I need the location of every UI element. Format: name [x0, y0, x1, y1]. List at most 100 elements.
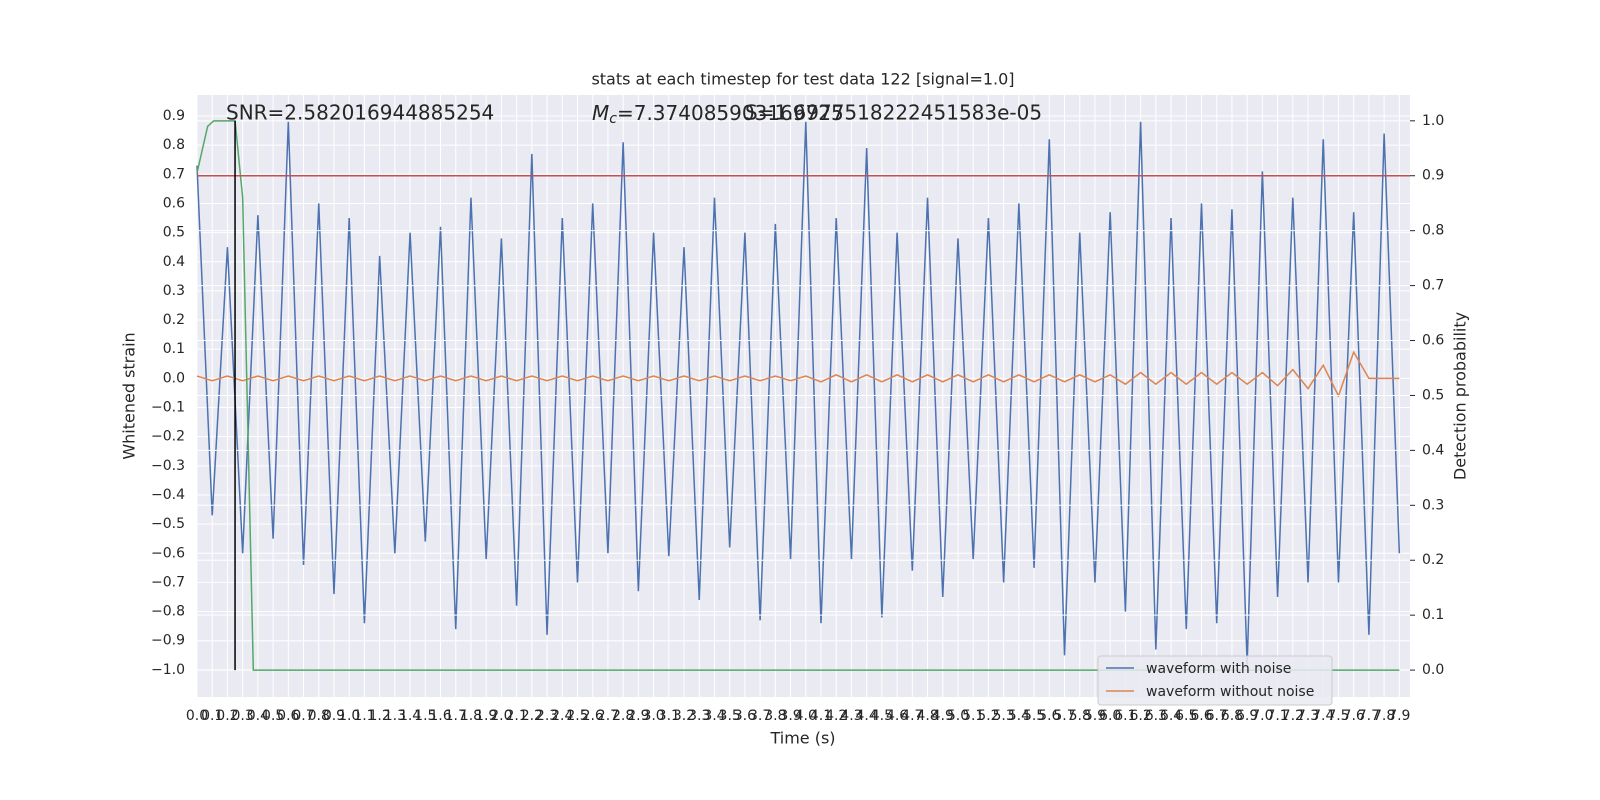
x-tick-label: 2.6: [582, 708, 604, 724]
x-tick-label: 3.1: [658, 708, 680, 724]
y-tick-label: −1.0: [151, 662, 185, 678]
x-tick-label: 0.8: [308, 708, 330, 724]
x-tick-label: 7.2: [1282, 708, 1304, 724]
x-tick-label: 4.0: [795, 708, 817, 724]
x-tick-label: 0.6: [277, 708, 299, 724]
x-tick-label: 2.9: [627, 708, 649, 724]
x-tick-label: 5.4: [1008, 708, 1030, 724]
x-tick-label: 1.1: [353, 708, 375, 724]
mc-symbol: M: [592, 101, 609, 125]
legend-label: waveform without noise: [1146, 684, 1314, 700]
x-tick-label: 2.5: [566, 708, 588, 724]
y2-tick-label: 0.0: [1422, 662, 1444, 678]
y2-tick-label: 0.6: [1422, 333, 1444, 349]
x-tick-label: 3.0: [642, 708, 664, 724]
x-tick-label: 3.9: [779, 708, 801, 724]
legend: waveform with noise waveform without noi…: [1097, 655, 1333, 706]
x-tick-label: 3.6: [734, 708, 756, 724]
x-tick-label: 7.7: [1358, 708, 1380, 724]
snr-annotation: SNR=2.582016944885254: [226, 101, 494, 125]
y-tick-label: 0.6: [163, 195, 185, 211]
legend-box: [1097, 655, 1333, 706]
y2-tick-label: 0.8: [1422, 223, 1444, 239]
x-tick-label: 0.7: [292, 708, 314, 724]
y-tick-label: 0.3: [163, 283, 185, 299]
x-tick-label: 0.9: [323, 708, 345, 724]
series-line: [196, 350, 1400, 398]
y2-tick-label: 1.0: [1422, 113, 1444, 129]
x-tick-label: 7.5: [1327, 708, 1349, 724]
x-tick-label: 1.8: [460, 708, 482, 724]
x-tick-label: 1.5: [414, 708, 436, 724]
y-tick-label: −0.8: [151, 604, 185, 620]
x-tick-label: 1.7: [445, 708, 467, 724]
x-tick-label: 0.2: [216, 708, 238, 724]
y2-tick-label: 0.4: [1422, 442, 1444, 458]
y2-tick-label: 0.9: [1422, 168, 1444, 184]
x-tick-label: 1.2: [369, 708, 391, 724]
x-tick-label: 1.3: [384, 708, 406, 724]
x-tick-label: 3.8: [764, 708, 786, 724]
x-tick-label: 5.3: [993, 708, 1015, 724]
y2-tick-label: 0.3: [1422, 497, 1444, 513]
y-tick-label: −0.6: [151, 545, 185, 561]
x-tick-label: 4.9: [932, 708, 954, 724]
x-tick-label: 7.6: [1343, 708, 1365, 724]
x-tick-label: 5.2: [977, 708, 999, 724]
x-tick-label: 0.1: [201, 708, 223, 724]
x-tick-label: 4.4: [856, 708, 878, 724]
y2-tick-label: 0.5: [1422, 387, 1444, 403]
y-tick-label: 0.2: [163, 312, 185, 328]
y-tick-label: 0.8: [163, 137, 185, 153]
x-tick-label: 0.0: [186, 708, 208, 724]
x-tick-label: 1.9: [475, 708, 497, 724]
x-tick-label: 7.4: [1312, 708, 1334, 724]
x-tick-label: 3.4: [703, 708, 725, 724]
x-axis-label: Time (s): [769, 729, 835, 748]
y2-tick-label: 0.2: [1422, 552, 1444, 568]
y-tick-label: −0.2: [151, 429, 185, 445]
x-tick-label: 6.3: [1145, 708, 1167, 724]
mc-value: =7.374085903169725: [617, 101, 844, 125]
x-tick-label: 3.7: [749, 708, 771, 724]
y-tick-label: 0.4: [163, 254, 185, 270]
x-tick-label: 7.0: [1251, 708, 1273, 724]
x-tick-label: 5.7: [1053, 708, 1075, 724]
y2-axis-label: Detection probability: [1451, 312, 1470, 480]
x-tick-label: 7.1: [1266, 708, 1288, 724]
x-tick-label: 2.3: [536, 708, 558, 724]
y-tick-label: 0.5: [163, 225, 185, 241]
x-tick-label: 2.7: [597, 708, 619, 724]
y-tick-label: −0.3: [151, 458, 185, 474]
y2-tick-label: 0.1: [1422, 607, 1444, 623]
x-tick-label: 1.4: [399, 708, 421, 724]
x-tick-label: 7.8: [1373, 708, 1395, 724]
y-tick-label: −0.9: [151, 633, 185, 649]
x-tick-label: 7.9: [1388, 708, 1410, 724]
legend-label: waveform with noise: [1146, 661, 1291, 677]
x-tick-label: 4.1: [810, 708, 832, 724]
x-tick-label: 2.1: [505, 708, 527, 724]
x-tick-label: 7.3: [1297, 708, 1319, 724]
x-tick-label: 2.8: [612, 708, 634, 724]
mc-annotation: Mc=7.374085903169725: [592, 101, 844, 128]
x-tick-label: 5.9: [1084, 708, 1106, 724]
x-tick-label: 2.2: [521, 708, 543, 724]
x-tick-label: 4.5: [871, 708, 893, 724]
x-tick-label: 4.8: [916, 708, 938, 724]
x-tick-label: 6.5: [1175, 708, 1197, 724]
x-tick-label: 2.0: [490, 708, 512, 724]
x-tick-label: 6.2: [1129, 708, 1151, 724]
s-annotation: S=1.6977518222451583e-05: [745, 101, 1042, 125]
x-tick-label: 4.7: [901, 708, 923, 724]
y-tick-label: −0.7: [151, 574, 185, 590]
x-tick-label: 3.5: [719, 708, 741, 724]
x-tick-label: 0.3: [232, 708, 254, 724]
x-tick-label: 4.3: [840, 708, 862, 724]
y-tick-label: −0.1: [151, 400, 185, 416]
mc-sub: c: [609, 111, 617, 127]
x-tick-label: 5.6: [1038, 708, 1060, 724]
x-tick-label: 6.6: [1190, 708, 1212, 724]
x-tick-label: 5.0: [947, 708, 969, 724]
